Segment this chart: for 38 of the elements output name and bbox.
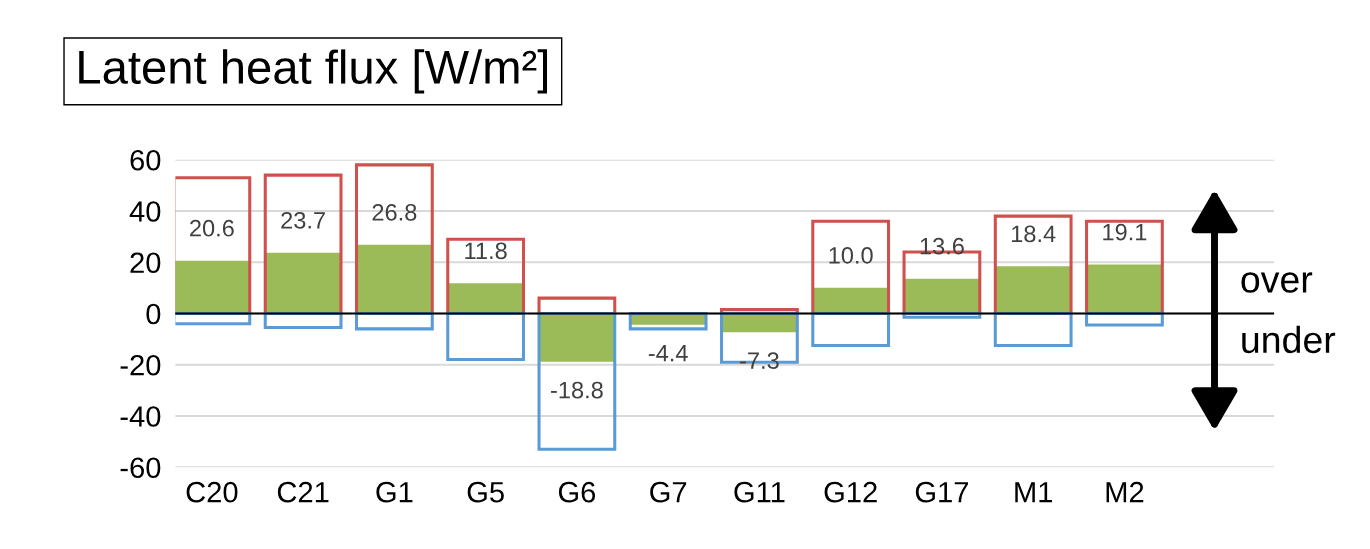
data-label: 23.7 xyxy=(281,211,325,229)
y-tick-label: 0 xyxy=(146,303,161,325)
bar xyxy=(904,278,980,314)
text: under xyxy=(1242,325,1336,354)
bar xyxy=(356,244,433,314)
data-label: 26.8 xyxy=(372,203,417,221)
chart-title: Latent heat flux [W/m²] xyxy=(79,49,548,94)
data-label: 10.0 xyxy=(829,247,873,264)
y-tick-label: -60 xyxy=(120,457,161,479)
x-tick-label: G6 xyxy=(558,481,596,503)
x-tick-label: G1 xyxy=(376,481,413,503)
x-tick-label: C20 xyxy=(186,481,238,503)
y-tick-label: -20 xyxy=(120,354,161,376)
y-tick-label: -40 xyxy=(120,406,161,427)
text: over xyxy=(1241,272,1313,293)
bar xyxy=(539,313,615,362)
data-label: 11.8 xyxy=(465,242,507,260)
data-label: 19.1 xyxy=(1103,223,1147,241)
data-label: 20.6 xyxy=(190,219,234,237)
x-tick-label: M2 xyxy=(1106,481,1144,503)
data-label: 18.4 xyxy=(1012,225,1056,243)
x-tick-label: G12 xyxy=(824,481,877,503)
x-tick-label: G5 xyxy=(467,481,504,503)
bar xyxy=(1086,264,1163,314)
data-label: -4.4 xyxy=(648,345,688,362)
bar xyxy=(995,266,1072,314)
x-tick-label: C21 xyxy=(277,481,329,503)
y-tick-label: 60 xyxy=(130,149,161,171)
y-tick-label: 40 xyxy=(129,201,161,222)
x-tick-label: G17 xyxy=(915,481,969,503)
bar xyxy=(175,260,250,314)
x-tick-label: G7 xyxy=(650,481,687,503)
y-tick-label: 20 xyxy=(130,252,161,274)
bar xyxy=(265,252,341,314)
data-label: -18.8 xyxy=(551,381,603,399)
x-tick-label: G11 xyxy=(734,481,785,503)
x-tick-label: M1 xyxy=(1015,482,1053,503)
data-label: 13.6 xyxy=(920,237,964,255)
